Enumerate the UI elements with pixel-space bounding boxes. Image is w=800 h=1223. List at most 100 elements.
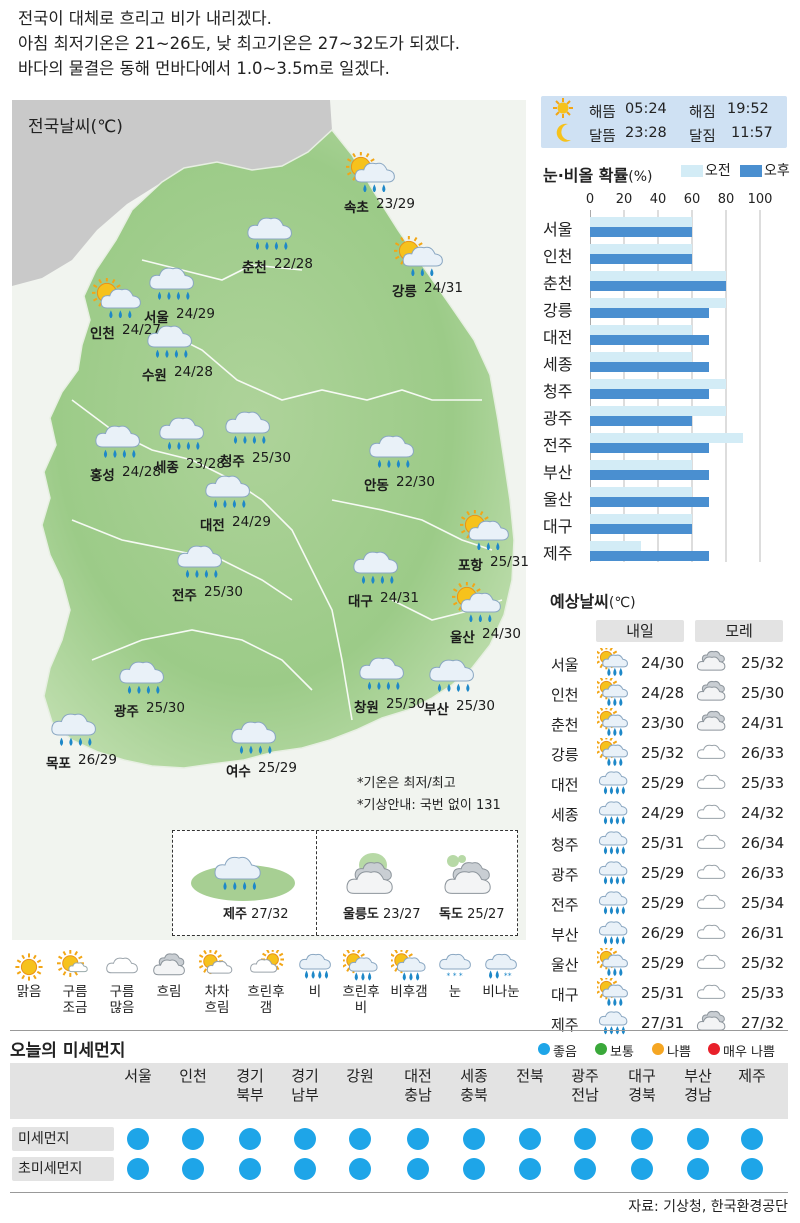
island-name: 독도 — [439, 907, 463, 922]
forecast-city: 인천 — [551, 686, 579, 704]
cloud-rain-icon — [597, 828, 631, 862]
map-city: 울산 24/30 — [446, 581, 576, 662]
forecast-row: 대구 25/31 25/33 — [543, 975, 793, 1008]
legend-am-label: 오전 — [705, 163, 731, 179]
sunset-time: 19:52 — [727, 101, 769, 117]
dust-level-dot — [574, 1128, 596, 1150]
cloud-icon — [695, 768, 729, 802]
city-name: 춘천 — [242, 260, 267, 276]
map-city: 창원 25/30 — [350, 652, 480, 732]
forecast-dayafter-temp: 24/31 — [741, 714, 785, 732]
axis-tick-label: 20 — [615, 192, 633, 207]
cloud-rain-icon — [211, 851, 267, 895]
forecast-tomorrow-temp: 27/31 — [641, 1014, 685, 1032]
city-temp: 25/30 — [146, 700, 185, 716]
dust-title: 오늘의 미세먼지 — [10, 1041, 126, 1061]
forecast-unit: (℃) — [608, 595, 636, 611]
forecast-tomorrow-temp: 25/31 — [641, 834, 685, 852]
cloud-sleet-icon: ** — [476, 950, 526, 984]
forecast-city: 춘천 — [551, 716, 579, 734]
moon-row: 달뜸 23:28 달짐 11:57 — [541, 122, 787, 146]
dust-level-dot — [687, 1128, 709, 1150]
island-temp: 25/27 — [467, 907, 505, 922]
sun-cloud-rain-icon — [594, 735, 631, 772]
prob-row: 서울 — [543, 214, 773, 241]
dust-legend-dot — [652, 1043, 664, 1055]
dust-level-dot — [349, 1158, 371, 1180]
city-name: 강릉 — [392, 284, 417, 300]
map-city: 춘천 22/28 — [238, 212, 368, 292]
prob-city: 제주 — [543, 544, 573, 563]
city-name: 전주 — [172, 588, 197, 604]
forecast-tomorrow-header: 내일 — [596, 620, 684, 642]
cloud-icon — [97, 950, 147, 984]
legend-item: 맑음 — [4, 950, 54, 1000]
forecast-dayafter-temp: 26/31 — [741, 924, 785, 942]
city-temp: 22/28 — [274, 256, 313, 272]
dust-legend-label: 보통 — [610, 1045, 634, 1060]
map-city: 전주 25/30 — [168, 540, 298, 620]
city-temp: 25/29 — [258, 760, 297, 776]
sun-cloud-rain-icon — [594, 705, 631, 742]
prob-row: 세종 — [543, 349, 773, 376]
sun-cloud-rain-icon — [91, 277, 142, 322]
forecast-title: 예상날씨(℃) — [550, 588, 636, 612]
forecast-city: 세종 — [551, 806, 579, 824]
sun-cloud-rain-icon — [594, 645, 631, 682]
bar-am — [590, 352, 692, 362]
moonrise-time: 23:28 — [625, 125, 667, 141]
cloud-rain-icon — [202, 470, 252, 514]
bar-am — [590, 541, 641, 551]
cloud-rain-icon — [156, 412, 206, 456]
dust-level-dot — [519, 1158, 541, 1180]
map-city: 홍성 24/28 — [86, 420, 216, 500]
legend-label: 흐림 — [156, 984, 182, 1000]
city-temp: 24/28 — [122, 464, 161, 480]
islands-box: 제주 27/32 울릉도 23/27 독도 25/27 — [172, 830, 518, 936]
prob-city: 인천 — [543, 247, 573, 266]
dust-level-dot — [294, 1128, 316, 1150]
forecast-dayafter-temp: 26/33 — [741, 744, 785, 762]
bar-am — [590, 514, 692, 524]
dust-region: 전북 — [516, 1067, 544, 1085]
bar-pm — [590, 443, 709, 453]
cloudy-icon — [695, 708, 729, 742]
cloud-icon — [695, 978, 729, 1012]
cloud-sun-icon — [241, 950, 291, 984]
city-name: 서울 — [144, 310, 169, 326]
cloud-rain-icon — [350, 546, 400, 590]
bar-am — [590, 379, 726, 389]
city-temp: 25/30 — [456, 698, 495, 714]
forecast-tomorrow-temp: 24/29 — [641, 804, 685, 822]
dust-row-label: 미세먼지 — [12, 1127, 114, 1151]
dokdo-shape — [447, 855, 466, 867]
legend-am-swatch — [681, 165, 703, 177]
dust-level-dot — [519, 1128, 541, 1150]
dust-level-dot — [182, 1128, 204, 1150]
prob-row: 강릉 — [543, 295, 773, 322]
cloudy-icon — [695, 648, 729, 682]
dust-level-dot — [349, 1128, 371, 1150]
prob-city: 대전 — [543, 328, 573, 347]
sun-cloud-rain-icon — [594, 675, 631, 712]
dust-legend-label: 좋음 — [553, 1045, 577, 1060]
forecast-city: 청주 — [551, 836, 579, 854]
island-temp: 23/27 — [383, 907, 421, 922]
legend-pm-label: 오후 — [764, 163, 790, 179]
dust-level-dot — [294, 1158, 316, 1180]
city-name: 인천 — [90, 326, 115, 342]
dust-region: 강원 — [346, 1067, 374, 1085]
legend-item: 흐린후 비 — [336, 950, 386, 1016]
forecast-tomorrow-temp: 23/30 — [641, 714, 685, 732]
prob-row: 부산 — [543, 457, 773, 484]
sun-cloud-rain-icon — [451, 581, 502, 626]
summary-line: 바다의 물결은 동해 먼바다에서 1.0~3.5m로 일겠다. — [18, 59, 390, 78]
prob-unit: (%) — [628, 169, 653, 185]
cloudy-icon — [343, 857, 399, 901]
sun-cloud-rain-icon — [336, 950, 386, 984]
bar-am — [590, 298, 726, 308]
cloudy-icon — [144, 950, 194, 984]
prob-city: 대구 — [543, 517, 573, 536]
forecast-row: 부산 26/29 26/31 — [543, 918, 793, 948]
bar-pm — [590, 227, 692, 237]
